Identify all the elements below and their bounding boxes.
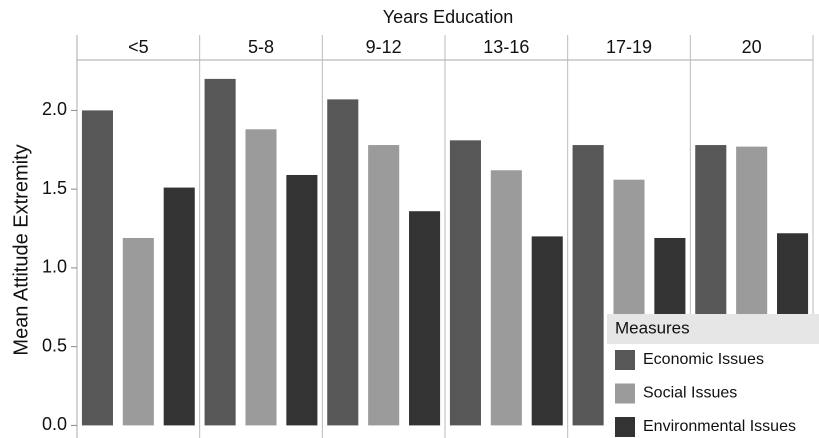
bar — [81, 110, 113, 426]
panel-label: 5-8 — [248, 37, 274, 57]
legend-header — [607, 314, 819, 344]
bar — [368, 145, 400, 426]
x-axis-title: Years Education — [383, 7, 513, 27]
panel-label: 9-12 — [366, 37, 402, 57]
bar — [409, 211, 441, 426]
y-axis-title: Mean Attitude Extremity — [10, 144, 32, 355]
legend-title: Measures — [615, 318, 690, 337]
bar — [163, 187, 195, 426]
bar — [286, 174, 318, 426]
y-tick-label: 0.0 — [42, 414, 67, 434]
legend-swatch — [615, 383, 635, 404]
bar — [245, 129, 277, 426]
panel-label: 20 — [742, 37, 762, 57]
panel-label: 17-19 — [606, 37, 652, 57]
bar — [327, 99, 359, 426]
legend-label: Environmental Issues — [643, 418, 796, 435]
bar — [204, 78, 236, 426]
y-tick-label: 0.5 — [42, 335, 67, 355]
y-tick-label: 2.0 — [42, 99, 67, 119]
bar — [531, 236, 563, 426]
legend-label: Economic Issues — [643, 351, 764, 368]
bar — [572, 145, 604, 426]
bar — [122, 237, 154, 426]
bar — [449, 140, 481, 426]
bar — [490, 170, 522, 426]
legend-swatch — [615, 417, 635, 437]
panel-label: 13-16 — [483, 37, 529, 57]
legend-label: Social Issues — [643, 385, 737, 402]
y-tick-label: 1.0 — [42, 257, 67, 277]
panel-label: <5 — [128, 37, 149, 57]
y-tick-label: 1.5 — [42, 178, 67, 198]
legend-swatch — [615, 350, 635, 370]
